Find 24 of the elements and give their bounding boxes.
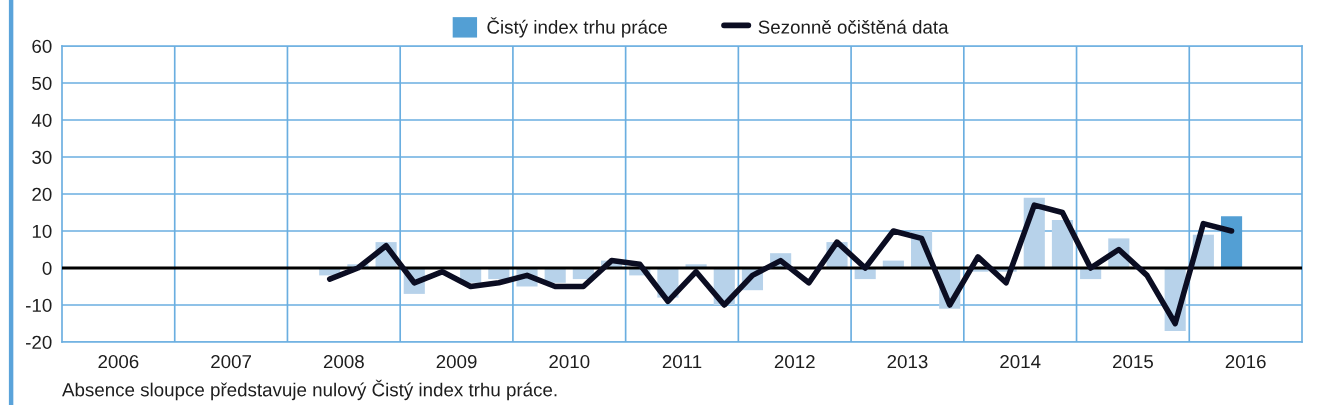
y-tick-label: 50 (32, 76, 52, 90)
x-tick-label: 2011 (662, 355, 702, 369)
y-tick-label: 10 (32, 224, 52, 238)
x-tick-label: 2012 (774, 355, 815, 369)
x-tick-label: 2013 (887, 355, 928, 369)
text: Absence sloupce představuje nulový Čistý index trhu práce. (62, 379, 557, 401)
legend-label: Sezonně očištěná data (758, 19, 949, 34)
y-tick-label: 40 (31, 113, 52, 127)
x-tick-label: 2014 (1000, 355, 1041, 369)
bar (1220, 216, 1243, 268)
x-tick-label: 2010 (549, 355, 590, 369)
y-tick-label: -20 (26, 335, 52, 349)
legend-label: Čistý index trhu práce (487, 17, 667, 38)
y-tick-label: 0 (42, 261, 52, 275)
x-tick-label: 2009 (436, 355, 477, 369)
y-tick-label: -10 (26, 298, 52, 312)
y-tick-label: 60 (32, 39, 52, 53)
y-tick-label: 20 (32, 187, 52, 201)
x-tick-label: 2016 (1225, 355, 1266, 369)
x-tick-label: 2007 (211, 355, 252, 369)
x-tick-label: 2008 (323, 355, 364, 369)
x-tick-label: 2015 (1113, 355, 1153, 369)
x-tick-label: 2006 (98, 355, 139, 369)
y-tick-label: 30 (32, 150, 52, 164)
